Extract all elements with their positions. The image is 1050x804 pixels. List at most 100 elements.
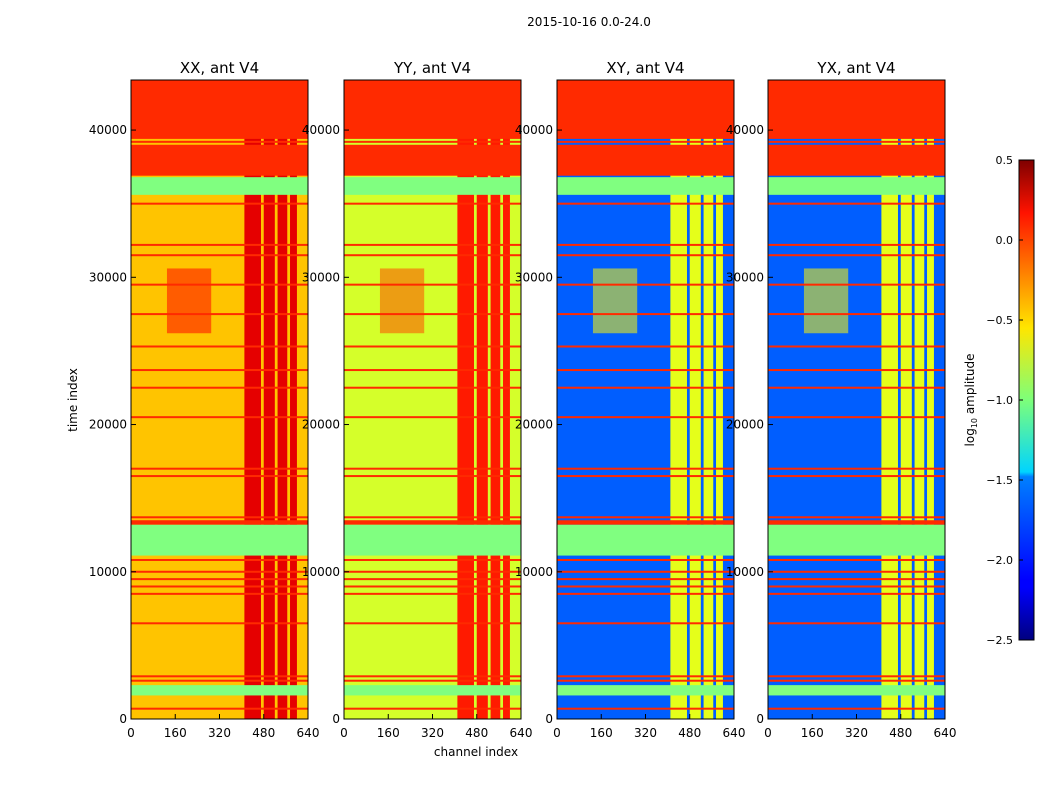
- x-tick-label: 480: [889, 726, 912, 740]
- y-tick-label: 20000: [726, 418, 764, 432]
- heatmap-flag-band: [557, 685, 734, 696]
- heatmap-flag-band: [344, 80, 521, 139]
- heatmap-flag-line: [131, 243, 308, 246]
- colorbar-tick-label: 0.0: [996, 234, 1014, 247]
- heatmap-blob: [166, 268, 212, 334]
- heatmap-flag-line: [344, 140, 521, 143]
- panel-xx: XX, ant V4 0 160 320 480 640 0 10000 20000 30000 4…: [89, 59, 320, 740]
- heatmap-flag-line: [768, 369, 945, 372]
- panel-title: XY, ant V4: [606, 59, 684, 77]
- heatmap-flag-line: [131, 369, 308, 372]
- x-tick-label: 0: [340, 726, 348, 740]
- heatmap-flag-band: [131, 144, 308, 176]
- heatmap-flag-line: [344, 416, 521, 419]
- heatmap-flag-line: [557, 675, 734, 678]
- heatmap-flag-line: [344, 243, 521, 246]
- heatmap-flag-line: [557, 254, 734, 257]
- heatmap-flag-line: [557, 707, 734, 710]
- heatmap-flag-line: [768, 592, 945, 595]
- heatmap-flag-line: [344, 313, 521, 316]
- heatmap-flag-line: [344, 254, 521, 257]
- heatmap-blob: [803, 268, 849, 334]
- heatmap-flag-line: [131, 707, 308, 710]
- x-tick-label: 320: [421, 726, 444, 740]
- heatmap-flag-line: [344, 622, 521, 625]
- heatmap-flag-line: [768, 254, 945, 257]
- heatmap-rfi-column: [914, 80, 925, 719]
- heatmap-flag-line: [344, 679, 521, 682]
- heatmap-flag-line: [557, 592, 734, 595]
- colorbar-label-main: log: [963, 428, 977, 446]
- heatmap-flag-line: [557, 92, 734, 95]
- x-tick-label: 480: [678, 726, 701, 740]
- heatmap-flag-band: [768, 524, 945, 556]
- heatmap-flag-line: [768, 92, 945, 95]
- heatmap-flag-line: [131, 622, 308, 625]
- colorbar-label: log10 amplitude: [963, 354, 979, 447]
- heatmap-flag-line: [768, 467, 945, 470]
- x-tick-label: 320: [634, 726, 657, 740]
- heatmap-flag-line: [768, 121, 945, 124]
- heatmap-flag-line: [131, 84, 308, 87]
- heatmap-flag-line: [131, 467, 308, 470]
- colorbar: log10 amplitude 0.5 0.0 −0.5 −1.0 −1.5 −2.0 −2…: [963, 154, 1035, 647]
- heatmap-flag-line: [768, 585, 945, 588]
- heatmap-rfi-column: [703, 80, 714, 719]
- heatmap-flag-line: [557, 679, 734, 682]
- heatmap-flag-line: [768, 202, 945, 205]
- heatmap-rfi-column: [900, 80, 912, 719]
- y-tick-label: 30000: [515, 270, 553, 284]
- heatmap-rfi-column: [503, 80, 510, 719]
- y-tick-label: 40000: [726, 123, 764, 137]
- heatmap-flag-line: [344, 570, 521, 573]
- heatmap-flag-line: [344, 516, 521, 519]
- y-tick-label: 10000: [726, 565, 764, 579]
- heatmap-flag-line: [768, 622, 945, 625]
- heatmap-flag-band: [344, 144, 521, 176]
- heatmap-flag-line: [557, 475, 734, 478]
- heatmap-flag-line: [344, 345, 521, 348]
- heatmap-flag-band: [344, 520, 521, 525]
- y-tick-label: 10000: [89, 565, 127, 579]
- heatmap-rfi-column: [290, 80, 297, 719]
- heatmap-flag-band: [557, 520, 734, 525]
- y-tick-label: 30000: [302, 270, 340, 284]
- heatmap-flag-line: [344, 106, 521, 109]
- heatmap-flag-line: [131, 475, 308, 478]
- heatmap-flag-line: [557, 84, 734, 87]
- y-tick-label: 0: [119, 712, 127, 726]
- colorbar-tick-label: −0.5: [986, 314, 1013, 327]
- heatmap-flag-band: [768, 520, 945, 525]
- heatmap-flag-line: [768, 386, 945, 389]
- heatmap-flag-line: [768, 475, 945, 478]
- x-tick-label: 640: [934, 726, 957, 740]
- heatmap-flag-line: [344, 585, 521, 588]
- heatmap-flag-line: [557, 313, 734, 316]
- heatmap-flag-band: [557, 524, 734, 556]
- heatmap-flag-band: [557, 177, 734, 195]
- heatmap-flag-line: [131, 570, 308, 573]
- panel-title: YX, ant V4: [816, 59, 895, 77]
- heatmap-flag-line: [344, 578, 521, 581]
- heatmap-flag-line: [131, 140, 308, 143]
- heatmap-flag-line: [557, 416, 734, 419]
- heatmap-flag-line: [557, 369, 734, 372]
- y-tick-label: 20000: [302, 418, 340, 432]
- heatmap-rfi-column: [263, 80, 275, 719]
- heatmap-flag-line: [131, 283, 308, 286]
- heatmap-flag-line: [768, 243, 945, 246]
- y-tick-label: 0: [545, 712, 553, 726]
- heatmap-flag-line: [557, 585, 734, 588]
- panel-yy: YY, ant V4 0 160 320 480 640 0 10000 20000 30000 4…: [302, 59, 533, 740]
- heatmap-flag-line: [768, 283, 945, 286]
- heatmap-rfi-column: [689, 80, 701, 719]
- heatmap-flag-line: [131, 121, 308, 124]
- heatmap-flag-line: [768, 313, 945, 316]
- heatmap-flag-line: [344, 675, 521, 678]
- figure-title: 2015-10-16 0.0-24.0: [527, 15, 651, 29]
- heatmap-flag-band: [768, 685, 945, 696]
- heatmap-flag-band: [557, 80, 734, 139]
- heatmap-flag-line: [344, 558, 521, 561]
- heatmap-flag-line: [557, 558, 734, 561]
- heatmap-flag-line: [131, 254, 308, 257]
